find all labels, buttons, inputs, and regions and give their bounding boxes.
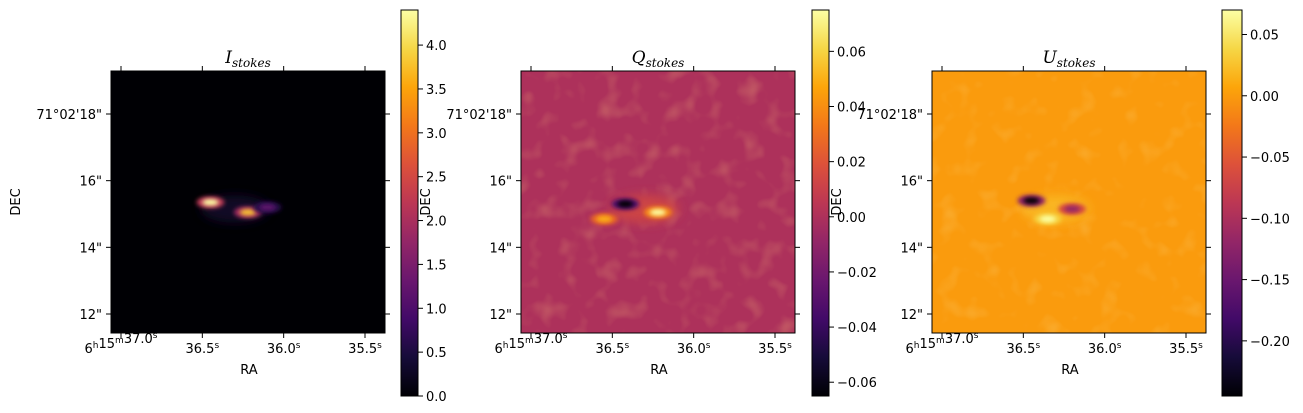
x-tick-label: 36.0s <box>1088 341 1122 357</box>
y-axis-label: DEC <box>830 188 845 215</box>
x-axis-label: RA <box>1061 363 1079 378</box>
colorbar-tick-label: 0.00 <box>837 211 866 226</box>
y-tick-label: 12" <box>79 308 102 323</box>
colorbar-tick-label: 4.0 <box>426 39 447 54</box>
y-tick-label: 14" <box>79 241 102 256</box>
colorbar-tick-label: 0.02 <box>837 156 866 171</box>
colorbar-tick-label: 0.05 <box>1250 29 1279 44</box>
x-tick-label: 6h15m37.0s <box>495 331 568 357</box>
colorbar-tick-label: −0.05 <box>1250 151 1290 166</box>
axes-frame <box>110 70 386 334</box>
axes-frame <box>520 70 796 334</box>
colorbar-tick-label: −0.04 <box>837 321 877 336</box>
x-tick-label: 36.0s <box>267 341 301 357</box>
y-tick-label: 71°02'18" <box>857 108 923 123</box>
y-tick-label: 12" <box>489 308 512 323</box>
colorbar-tick-label: −0.06 <box>837 376 877 391</box>
colorbar-tick-label: −0.15 <box>1250 274 1290 289</box>
colorbar-tick-label: −0.02 <box>837 266 877 281</box>
colorbar-tick-label: −0.10 <box>1250 212 1290 227</box>
x-tick-label: 35.5s <box>758 341 792 357</box>
y-tick-label: 12" <box>900 308 923 323</box>
heatmap-image <box>111 71 385 333</box>
colorbar-tick-label: 2.5 <box>426 171 447 186</box>
colorbar <box>1221 9 1243 397</box>
x-tick-label: 35.5s <box>348 341 382 357</box>
x-tick-label: 6h15m37.0s <box>906 331 979 357</box>
y-axis-label: DEC <box>9 188 24 215</box>
colorbar <box>400 9 419 397</box>
x-tick-label: 36.0s <box>677 341 711 357</box>
panel-q-stokes: 6h15m37.0s 36.5s 36.0s 35.5s 71°02'18" 16" 14"… <box>419 9 877 397</box>
colorbar-tick-label: 2.0 <box>426 215 447 230</box>
colorbar-tick-label: 0.00 <box>1250 90 1279 105</box>
panel-u-stokes: 6h15m37.0s 36.5s 36.0s 35.5s 71°02'18" 16" 14"… <box>830 9 1290 397</box>
colorbar-tick-label: 1.0 <box>426 302 447 317</box>
feature-3 <box>596 215 613 223</box>
colorbar <box>811 9 830 397</box>
x-axis-label: RA <box>650 363 668 378</box>
x-tick-label: 36.5s <box>186 341 220 357</box>
y-tick-label: 16" <box>79 175 102 190</box>
y-tick-label: 16" <box>900 175 923 190</box>
feature-3 <box>259 204 276 211</box>
y-axis-label: DEC <box>419 188 434 215</box>
feature-2 <box>649 209 666 216</box>
feature-2 <box>1064 205 1081 213</box>
panel-title: Ustokes <box>1042 48 1095 70</box>
heatmap-image <box>521 71 795 333</box>
panel-i-stokes: 6h15m37.0s 36.5s 36.0s 35.5s 71°02'18" 16" 14"… <box>9 9 447 405</box>
x-tick-label: 35.5s <box>1169 341 1203 357</box>
feature-2 <box>239 209 256 216</box>
x-tick-label: 36.5s <box>596 341 630 357</box>
y-tick-label: 71°02'18" <box>36 108 102 123</box>
colorbar-tick-label: −0.20 <box>1250 335 1290 350</box>
y-tick-label: 14" <box>489 241 512 256</box>
y-tick-label: 14" <box>900 241 923 256</box>
panel-title: Istokes <box>224 48 270 70</box>
y-tick-label: 16" <box>489 175 512 190</box>
axes-frame <box>931 70 1207 334</box>
feature-1 <box>617 200 634 208</box>
colorbar-tick-label: 0.5 <box>426 346 447 361</box>
colorbar-tick-label: 0.0 <box>426 390 447 405</box>
feature-3 <box>1039 215 1056 223</box>
colorbar-tick-label: 0.04 <box>837 101 866 116</box>
x-tick-label: 6h15m37.0s <box>85 331 158 357</box>
colorbar-tick-label: 0.06 <box>837 45 866 60</box>
heatmap-image <box>932 71 1206 333</box>
panel-title: Qstokes <box>632 48 685 70</box>
colorbar-tick-label: 1.5 <box>426 258 447 273</box>
y-tick-label: 71°02'18" <box>446 108 512 123</box>
x-axis-label: RA <box>240 363 258 378</box>
feature-1 <box>202 199 219 206</box>
colorbar-tick-label: 3.0 <box>426 127 447 142</box>
feature-1 <box>1023 197 1040 204</box>
x-tick-label: 36.5s <box>1007 341 1041 357</box>
colorbar-tick-label: 3.5 <box>426 83 447 98</box>
